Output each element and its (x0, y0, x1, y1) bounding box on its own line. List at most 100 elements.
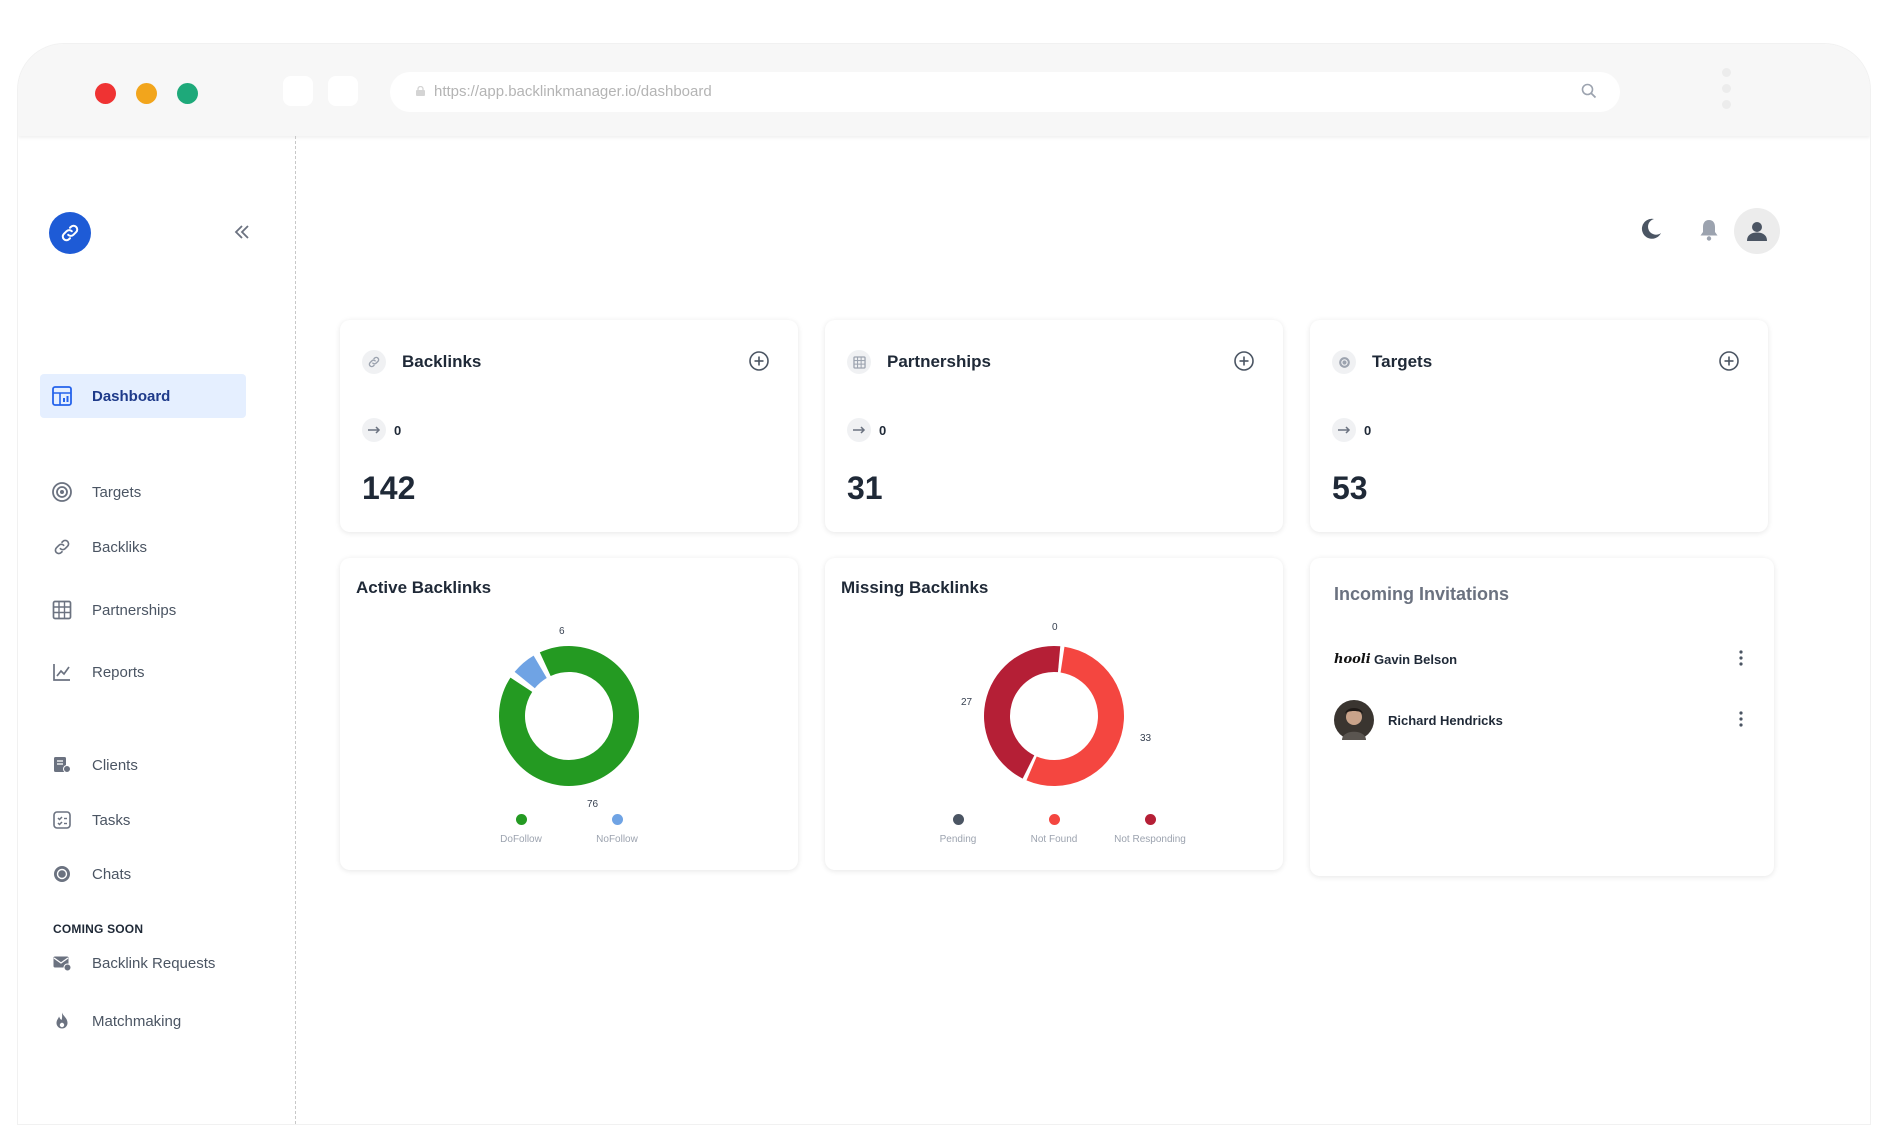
card-title: Backlinks (402, 352, 482, 371)
sidebar-item-backlinks[interactable]: Backliks (40, 525, 246, 569)
moon-icon[interactable] (1638, 216, 1664, 242)
legend-label-not-found[interactable]: Not Found (1030, 834, 1078, 845)
sidebar-item-label: Dashboard (92, 387, 171, 405)
legend-dot-nofollow (612, 814, 623, 825)
sidebar-item-chats[interactable]: Chats (40, 852, 246, 896)
app-logo[interactable] (49, 212, 91, 254)
sidebar-item-partnerships[interactable]: Partnerships (40, 588, 246, 632)
mail-icon (50, 951, 74, 975)
chart-icon (50, 660, 74, 684)
maximize-window-button[interactable] (177, 83, 198, 104)
chat-icon (50, 862, 74, 886)
clients-icon (50, 753, 74, 777)
delta-value: 0 (1364, 422, 1372, 438)
sidebar-item-matchmaking[interactable]: Matchmaking (40, 999, 246, 1043)
not-found-data-label: 33 (1140, 733, 1152, 744)
address-bar[interactable]: https://app.backlinkmanager.io/dashboard (390, 72, 1620, 112)
stat-card-partnerships: Partnerships 0 31 (825, 320, 1283, 532)
invitation-row[interactable]: Richard Hendricks (1334, 700, 1744, 740)
dashboard-icon (50, 384, 74, 408)
link-icon (50, 535, 74, 559)
forward-button[interactable] (328, 76, 358, 106)
inviter-name: Richard Hendricks (1388, 712, 1503, 728)
tasks-icon (50, 808, 74, 832)
coming-soon-heading: COMING SOON (53, 922, 144, 936)
invitations-title: Incoming Invitations (1334, 584, 1510, 604)
add-target-icon[interactable] (1718, 350, 1740, 372)
card-title: Targets (1372, 352, 1433, 371)
stat-card-targets: Targets 0 53 (1310, 320, 1768, 532)
legend-label-nofollow[interactable]: NoFollow (596, 834, 638, 845)
arrow-right-icon (847, 418, 871, 442)
chart-title: Missing Backlinks (841, 578, 989, 597)
back-button[interactable] (283, 76, 313, 106)
nofollow-data-label: 6 (559, 626, 565, 637)
card-title: Partnerships (887, 352, 991, 371)
stat-value: 53 (1332, 470, 1368, 506)
sidebar-item-dashboard[interactable]: Dashboard (40, 374, 246, 418)
url-text: https://app.backlinkmanager.io/dashboard (434, 83, 712, 100)
sidebar-item-label: Matchmaking (92, 1012, 182, 1030)
delta-indicator: 0 (1332, 418, 1371, 442)
search-icon[interactable] (1580, 82, 1598, 100)
legend-label-not-responding[interactable]: Not Responding (1114, 834, 1186, 845)
pending-data-label: 0 (1052, 622, 1058, 633)
missing-backlinks-donut (984, 646, 1124, 786)
sidebar-item-label: Reports (92, 663, 145, 681)
add-backlink-icon[interactable] (748, 350, 770, 372)
legend-dot-not-responding (1145, 814, 1156, 825)
sidebar-item-targets[interactable]: Targets (40, 470, 246, 514)
slice-not-responding[interactable] (984, 646, 1061, 779)
user-icon (1747, 222, 1767, 241)
sidebar-item-label: Clients (92, 756, 138, 774)
bell-icon[interactable] (1698, 218, 1720, 242)
legend-label-dofollow[interactable]: DoFollow (500, 834, 542, 845)
more-options-icon[interactable] (1738, 710, 1744, 728)
browser-menu-button[interactable] (1722, 68, 1732, 114)
link-logo-icon (61, 224, 79, 242)
active-backlinks-donut (499, 646, 639, 786)
fire-icon (50, 1009, 74, 1033)
arrow-right-icon (362, 418, 386, 442)
collapse-sidebar-icon[interactable] (232, 222, 252, 242)
delta-indicator: 0 (362, 418, 401, 442)
stat-value: 31 (847, 470, 883, 506)
slice-dofollow[interactable] (499, 646, 639, 786)
delta-value: 0 (879, 422, 887, 438)
invitation-row[interactable]: hooli Gavin Belson (1334, 639, 1744, 679)
sidebar: Dashboard Targets Backliks Partnerships … (18, 136, 296, 1124)
stat-value: 142 (362, 470, 416, 506)
grid-icon (847, 350, 871, 374)
add-partnership-icon[interactable] (1233, 350, 1255, 372)
grid-icon (50, 598, 74, 622)
delta-value: 0 (394, 422, 402, 438)
sidebar-item-label: Partnerships (92, 601, 177, 619)
sidebar-item-label: Targets (92, 483, 142, 501)
avatar[interactable] (1734, 208, 1780, 254)
slice-nofollow[interactable] (514, 655, 547, 689)
legend-label-pending[interactable]: Pending (939, 834, 977, 845)
legend-dot-pending (953, 814, 964, 825)
not-responding-data-label: 27 (961, 697, 973, 708)
active-backlinks-card: Active Backlinks 6 76 DoFollow NoFollow (340, 558, 798, 870)
close-window-button[interactable] (95, 83, 116, 104)
more-options-icon[interactable] (1738, 649, 1744, 667)
legend-dot-dofollow (516, 814, 527, 825)
arrow-right-icon (1332, 418, 1356, 442)
chart-title: Active Backlinks (356, 578, 492, 597)
sidebar-item-backlink-requests[interactable]: Backlink Requests (40, 941, 246, 985)
avatar (1334, 700, 1374, 740)
minimize-window-button[interactable] (136, 83, 157, 104)
sidebar-item-label: Chats (92, 865, 132, 883)
browser-window: https://app.backlinkmanager.io/dashboard… (18, 44, 1870, 1124)
browser-toolbar: https://app.backlinkmanager.io/dashboard (18, 44, 1870, 136)
hooli-logo: hooli (1334, 651, 1371, 667)
sidebar-item-reports[interactable]: Reports (40, 650, 246, 694)
incoming-invitations-card: Incoming Invitations hooli Gavin Belson … (1310, 558, 1774, 876)
sidebar-item-label: Tasks (92, 811, 131, 829)
sidebar-item-clients[interactable]: Clients (40, 743, 246, 787)
sidebar-item-tasks[interactable]: Tasks (40, 798, 246, 842)
stat-card-backlinks: Backlinks 0 142 (340, 320, 798, 532)
slice-not-found[interactable] (1026, 646, 1124, 786)
legend-dot-not-found (1049, 814, 1060, 825)
